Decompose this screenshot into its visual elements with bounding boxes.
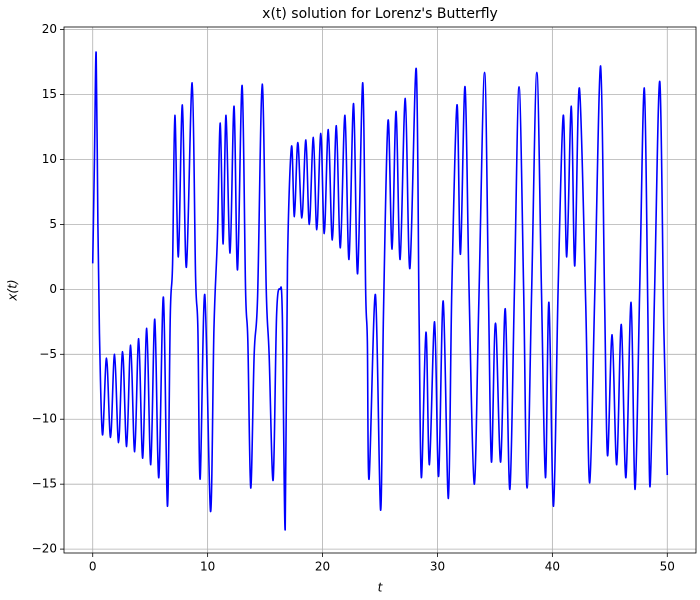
plot-frame <box>63 26 697 554</box>
x-tick-label: 50 <box>660 560 675 574</box>
y-tick-label: −5 <box>39 347 57 361</box>
y-tick-label: 0 <box>49 282 57 296</box>
y-tick-label: −15 <box>32 477 57 491</box>
x-axis-label: t <box>378 581 384 595</box>
y-tick-label: 10 <box>42 152 57 166</box>
x-tick-label: 0 <box>89 560 97 574</box>
x-tick-label: 40 <box>545 560 560 574</box>
x-tick-label: 10 <box>200 560 215 574</box>
x-tick-label: 20 <box>315 560 330 574</box>
y-tick-label: 5 <box>49 217 57 231</box>
y-tick-label: −10 <box>32 412 57 426</box>
y-tick-label: −20 <box>32 542 57 556</box>
x-tick-label: 30 <box>430 560 445 574</box>
data-line <box>91 51 669 531</box>
y-axis-label: x(t) <box>6 279 20 301</box>
chart-title: x(t) solution for Lorenz's Butterfly <box>262 6 498 22</box>
y-tick-label: 15 <box>42 87 57 101</box>
y-tick-label: 20 <box>42 22 57 36</box>
